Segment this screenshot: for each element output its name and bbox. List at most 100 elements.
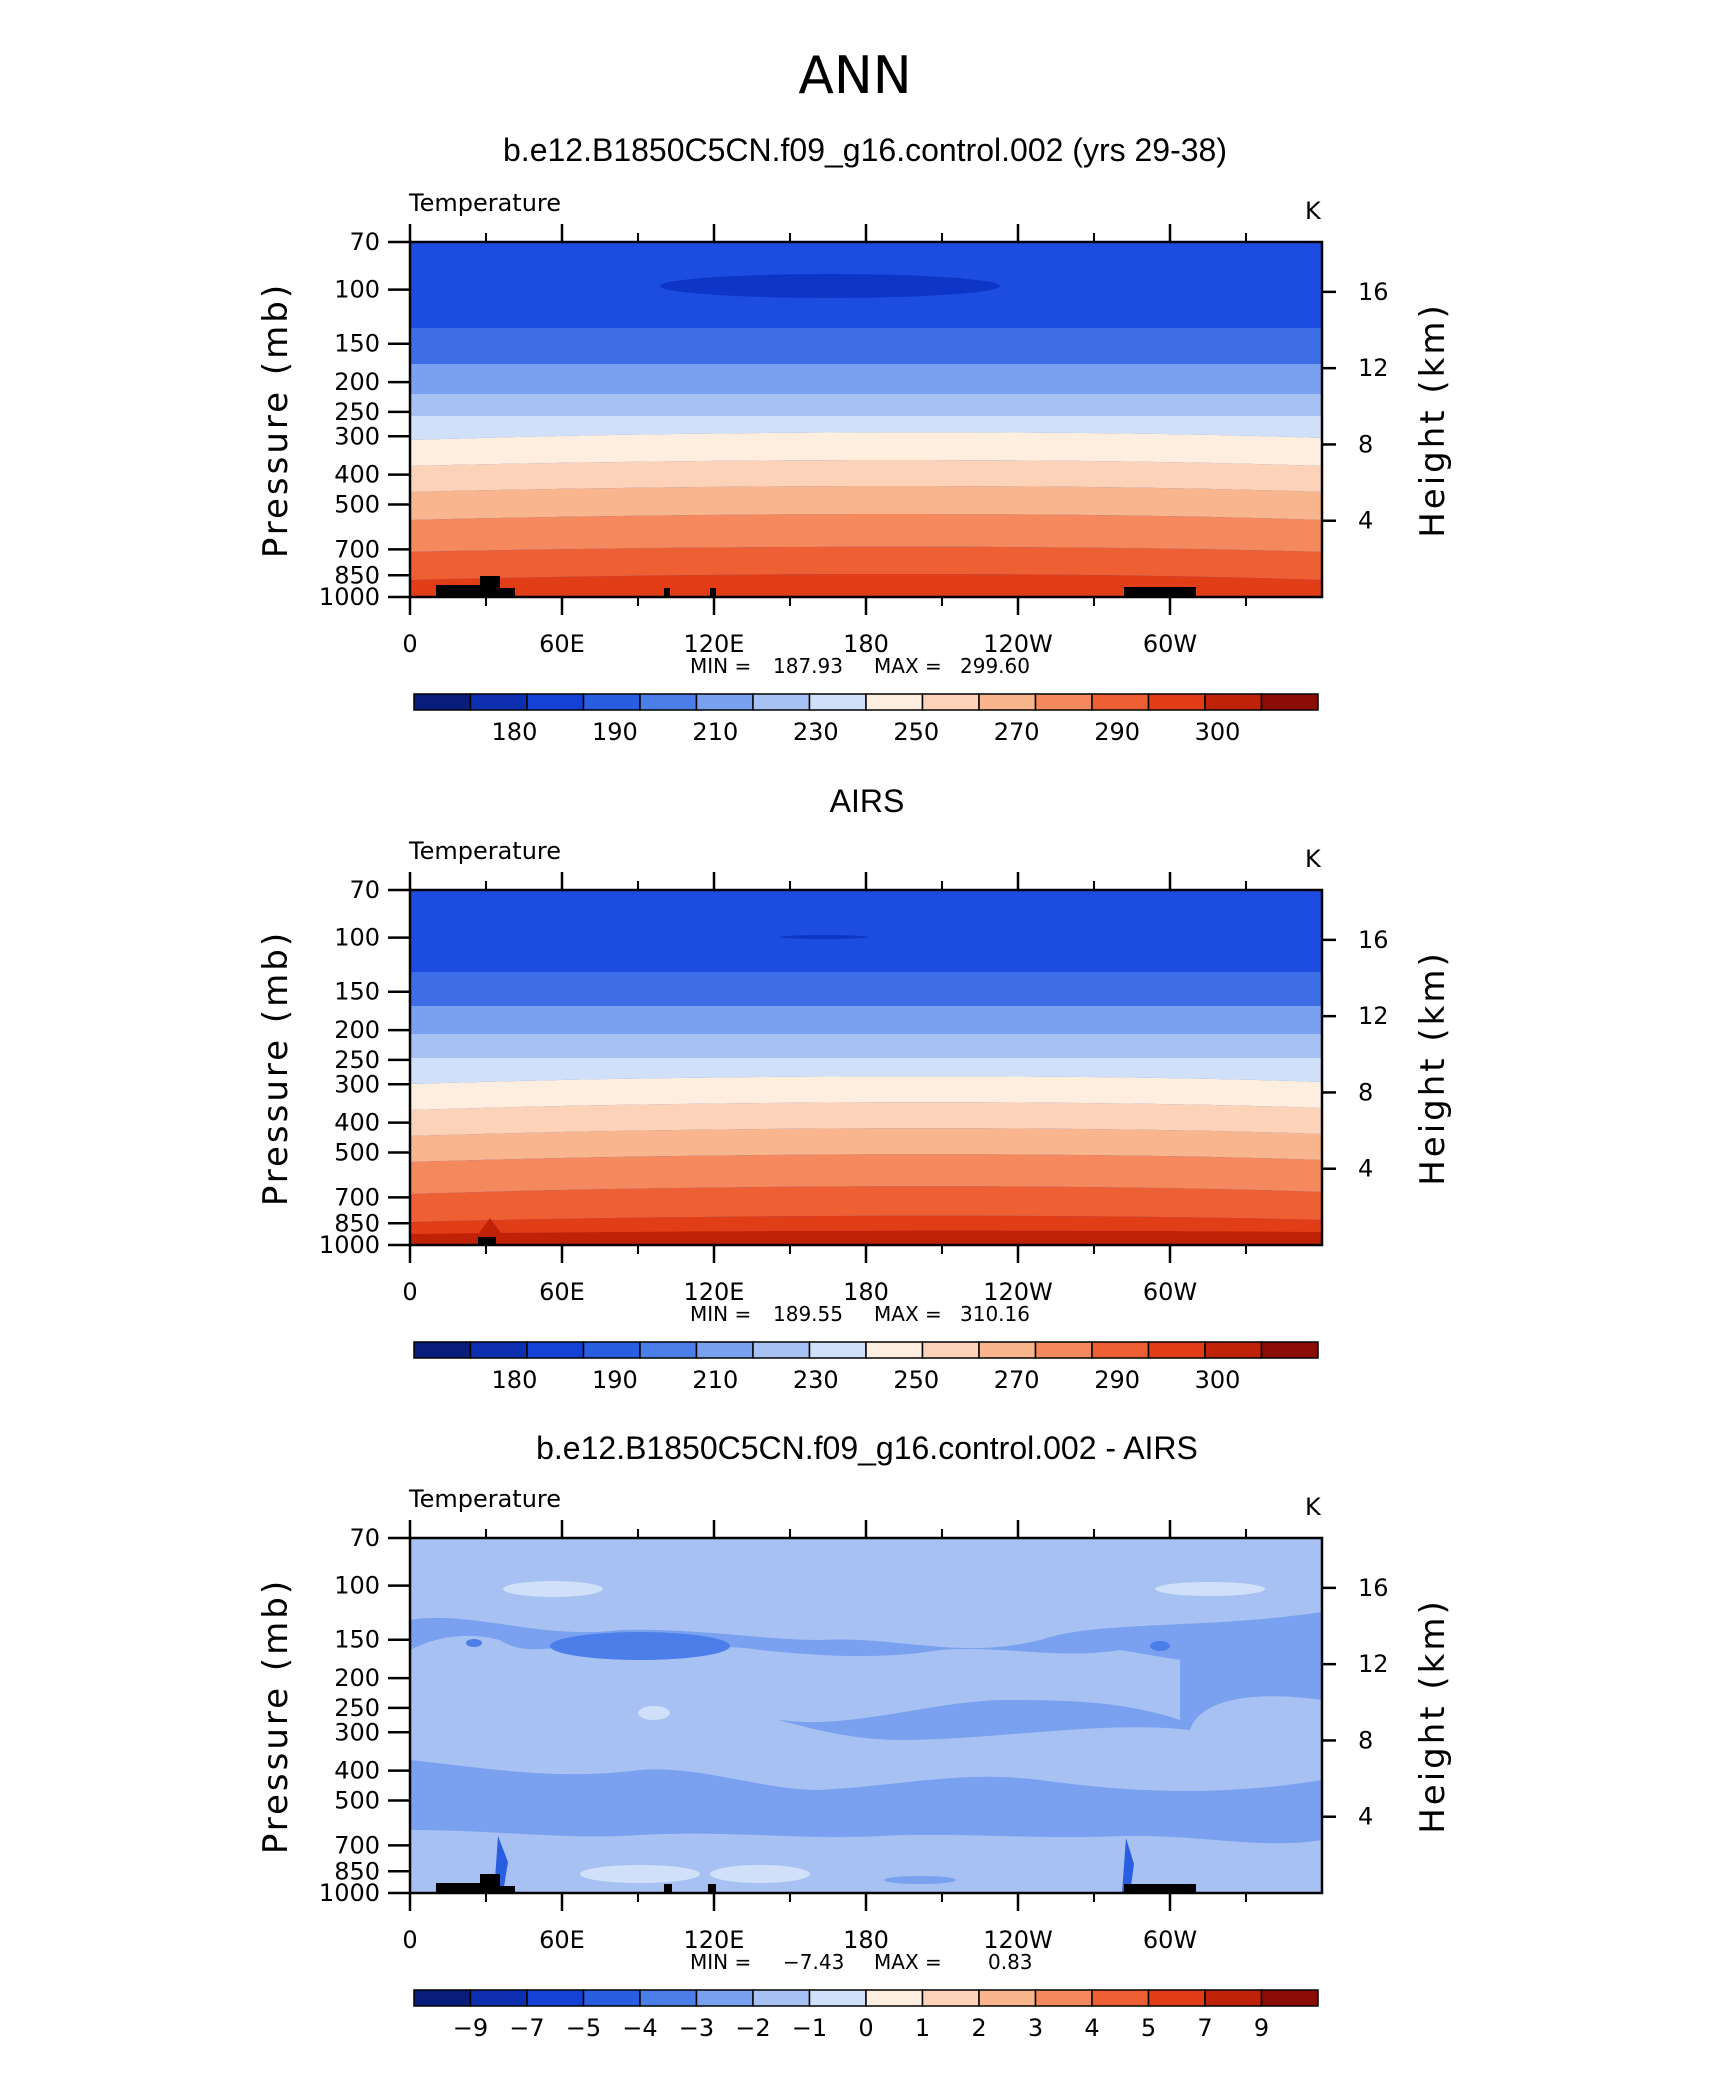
max-value: 310.16 <box>960 1302 1030 1326</box>
colorbar-swatch <box>978 1341 1037 1359</box>
x-tick-label: 180 <box>843 1278 889 1306</box>
x-tick-label: 0 <box>402 1278 417 1306</box>
colorbar-swatch <box>469 693 528 711</box>
y2-tick-label: 12 <box>1358 354 1389 382</box>
x-tick-label: 0 <box>402 630 417 658</box>
colorbar-label: 180 <box>492 718 538 746</box>
colorbar-swatch <box>695 693 754 711</box>
colorbar-swatch <box>921 693 980 711</box>
plot-area <box>408 240 1324 599</box>
y2-tick-label: 4 <box>1358 507 1373 535</box>
colorbar-swatch <box>1034 1341 1093 1359</box>
warm-patch <box>503 1581 603 1597</box>
y-axis-label: Pressure (mb) <box>256 282 296 558</box>
colorbar-swatch <box>921 1341 980 1359</box>
band-200 <box>410 364 1322 394</box>
topography-marker <box>710 588 716 597</box>
min-label: MIN = <box>690 654 751 678</box>
topography-africa <box>436 576 515 597</box>
units-label: K <box>1305 1493 1322 1521</box>
band-700 <box>410 1154 1322 1194</box>
max-label: MAX = <box>874 654 942 678</box>
y2-tick-label: 16 <box>1358 1574 1389 1602</box>
colorbar-swatch <box>582 693 641 711</box>
colorbar-label: 0 <box>858 2014 873 2042</box>
plot-area <box>408 888 1324 1247</box>
colorbar-swatch <box>526 1989 585 2007</box>
y-tick-label: 700 <box>334 535 380 563</box>
colorbar-swatch <box>469 1341 528 1359</box>
colorbar-swatch <box>582 1989 641 2007</box>
y-tick-label: 200 <box>334 1016 380 1044</box>
colorbar-label: 1 <box>915 2014 930 2042</box>
y-tick-label: 850 <box>334 1857 380 1885</box>
cold-anomaly-150mb <box>550 1632 730 1660</box>
max-value: 0.83 <box>988 1950 1033 1974</box>
panel-title: AIRS <box>830 783 905 819</box>
band-850 <box>410 546 1322 580</box>
colorbar-swatch <box>752 1341 811 1359</box>
colorbar-label: 2 <box>971 2014 986 2042</box>
colorbar-swatch <box>639 693 698 711</box>
colorbar-label: 7 <box>1197 2014 1212 2042</box>
topography-marker <box>708 1884 716 1893</box>
colorbar-swatch <box>921 1989 980 2007</box>
band-150 <box>410 328 1322 364</box>
y-tick-label: 700 <box>334 1831 380 1859</box>
colorbar-label: 230 <box>793 1366 839 1394</box>
colorbar-label: 9 <box>1254 2014 1269 2042</box>
colorbar-label: 290 <box>1094 718 1140 746</box>
band-600 <box>410 486 1322 520</box>
y-axis-label: Pressure (mb) <box>256 1578 296 1854</box>
band-600 <box>410 1128 1322 1162</box>
colorbar-swatch <box>808 1989 867 2007</box>
x-tick-label: 120E <box>684 630 745 658</box>
cold-plume <box>1122 1838 1134 1893</box>
y2-tick-label: 4 <box>1358 1803 1373 1831</box>
colorbar-swatch <box>752 1989 811 2007</box>
min-value: −7.43 <box>783 1950 844 1974</box>
topography-andes <box>1124 1884 1196 1893</box>
field-boundary-layer <box>410 1830 1322 1893</box>
colorbar-label: −7 <box>509 2014 544 2042</box>
y-tick-label: 850 <box>334 561 380 589</box>
band-tropopause-cold-core <box>660 274 1000 298</box>
y-tick-label: 500 <box>334 1138 380 1166</box>
colorbar-label: −3 <box>679 2014 714 2042</box>
y-tick-label: 100 <box>334 924 380 952</box>
panel-model: b.e12.B1850C5CN.f09_g16.control.002 (yrs… <box>256 132 1453 746</box>
colorbar-label: 180 <box>492 1366 538 1394</box>
colorbar-swatch <box>752 693 811 711</box>
units-label: K <box>1305 845 1322 873</box>
y-tick-label: 150 <box>334 330 380 358</box>
colorbar-swatch <box>526 1341 585 1359</box>
max-label: MAX = <box>874 1302 942 1326</box>
y2-axis-label: Height (km) <box>1413 950 1453 1186</box>
x-tick-label: 180 <box>843 630 889 658</box>
colorbar-swatch <box>808 1341 867 1359</box>
y2-tick-label: 8 <box>1358 1078 1373 1106</box>
y-tick-label: 300 <box>334 422 380 450</box>
y2-tick-label: 16 <box>1358 278 1389 306</box>
colorbar-swatch <box>865 1341 924 1359</box>
colorbar-label: 4 <box>1084 2014 1099 2042</box>
y2-tick-label: 12 <box>1358 1002 1389 1030</box>
y-tick-label: 250 <box>334 1694 380 1722</box>
topography-marker <box>664 1884 672 1893</box>
colorbar-label: 300 <box>1195 1366 1241 1394</box>
max-value: 299.60 <box>960 654 1030 678</box>
colorbar-swatch <box>1260 693 1319 711</box>
colorbar-swatch <box>1034 693 1093 711</box>
y-tick-label: 300 <box>334 1070 380 1098</box>
topography-africa <box>478 1237 496 1245</box>
x-tick-label: 60W <box>1143 1926 1197 1954</box>
colorbar-swatch <box>413 1341 472 1359</box>
topography-africa <box>436 1874 515 1893</box>
y-tick-label: 500 <box>334 490 380 518</box>
x-tick-label: 120E <box>684 1278 745 1306</box>
colorbar-swatch <box>1091 693 1150 711</box>
warm-patch <box>1155 1582 1265 1596</box>
colorbar-swatch <box>865 1989 924 2007</box>
